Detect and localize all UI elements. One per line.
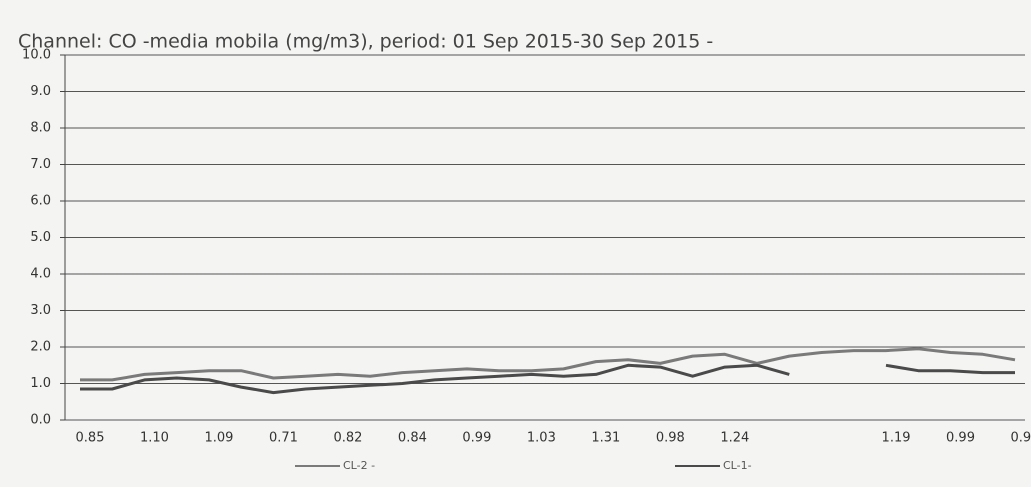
chart-title: Channel: CO -media mobila (mg/m3), perio…	[18, 31, 713, 53]
x-tick-label: 1.03	[527, 431, 556, 446]
y-tick-label: 7.0	[30, 157, 51, 172]
x-tick-label: 1.24	[720, 431, 749, 446]
y-tick-label: 9.0	[30, 84, 51, 99]
y-tick-label: 4.0	[30, 267, 51, 282]
y-tick-label: 5.0	[30, 230, 51, 245]
y-tick-label: 1.0	[30, 376, 51, 391]
x-tick-label: 0.94	[1011, 431, 1031, 446]
y-tick-label: 2.0	[30, 340, 51, 355]
x-tick-label: 1.31	[591, 431, 620, 446]
x-tick-label: 1.09	[204, 431, 233, 446]
x-tick-label: 0.82	[333, 431, 362, 446]
y-tick-label: 0.0	[30, 413, 51, 428]
x-tick-label: 0.85	[76, 431, 105, 446]
series-line	[885, 363, 1015, 375]
y-tick-label: 10.0	[22, 48, 51, 63]
x-tick-label: 0.84	[398, 431, 427, 446]
y-tick-label: 3.0	[30, 303, 51, 318]
x-tick-label: 0.71	[269, 431, 298, 446]
legend-label: CL-1-	[723, 459, 752, 472]
x-tick-label: 1.19	[882, 431, 911, 446]
legend-label: CL-2 -	[343, 459, 375, 472]
x-tick-label: 1.10	[140, 431, 169, 446]
x-tick-label: 0.99	[462, 431, 491, 446]
x-tick-label: 0.99	[946, 431, 975, 446]
y-tick-label: 8.0	[30, 121, 51, 136]
series-line	[80, 347, 1016, 382]
series-line	[80, 363, 790, 395]
y-tick-label: 6.0	[30, 194, 51, 209]
x-tick-label: 0.98	[656, 431, 685, 446]
